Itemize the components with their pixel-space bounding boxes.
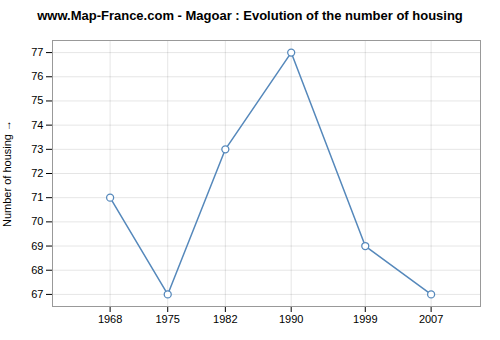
svg-text:2007: 2007	[419, 313, 443, 325]
svg-text:Number of housing →: Number of housing →	[1, 120, 13, 227]
svg-text:76: 76	[31, 70, 43, 82]
svg-text:1999: 1999	[353, 313, 377, 325]
svg-text:72: 72	[31, 167, 43, 179]
svg-text:70: 70	[31, 215, 43, 227]
svg-text:1968: 1968	[98, 313, 122, 325]
svg-text:71: 71	[31, 191, 43, 203]
svg-text:73: 73	[31, 143, 43, 155]
svg-text:74: 74	[31, 119, 43, 131]
svg-text:1990: 1990	[279, 313, 303, 325]
svg-text:69: 69	[31, 240, 43, 252]
svg-text:1975: 1975	[155, 313, 179, 325]
svg-text:77: 77	[31, 46, 43, 58]
svg-text:1982: 1982	[213, 313, 237, 325]
html-text:www.Map-France.com - Magoar :: www.Map-France.com - Magoar : Evolution …	[37, 8, 463, 23]
svg-text:68: 68	[31, 264, 43, 276]
svg-text:75: 75	[31, 94, 43, 106]
svg-text:67: 67	[31, 288, 43, 300]
